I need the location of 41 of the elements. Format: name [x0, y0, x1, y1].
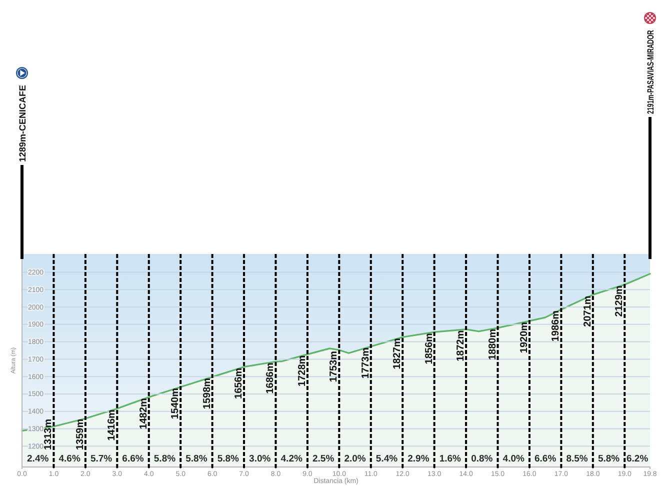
annotation: 5.8%	[598, 454, 620, 464]
ref-line-label: 2129m	[614, 285, 626, 317]
ref-line-label: 1289m-CENICAFE	[17, 84, 28, 162]
annotation: 6.6%	[122, 454, 144, 464]
annotation: 8.5%	[566, 454, 588, 464]
annotation: 5.4%	[376, 454, 398, 464]
ref-line-label: 1482m	[138, 398, 150, 430]
ref-line-label: 1416m	[106, 409, 118, 441]
annotation: 0.8%	[471, 454, 494, 464]
ref-line-label: 1986m	[550, 310, 562, 342]
annotation: 2.0%	[344, 454, 366, 464]
ref-line-label: 1920m	[518, 322, 530, 354]
ref-line-label: 1880m	[487, 328, 498, 360]
annotation: 5.7%	[90, 454, 113, 464]
annotation: 4.6%	[58, 454, 81, 464]
ref-line-label: 1656m	[234, 368, 245, 399]
ref-line-label: 2191m-PASAVIAS-MIRADOR	[645, 30, 656, 114]
ref-line-label: 1773m	[360, 347, 372, 379]
ref-line-label: 1686m	[265, 362, 276, 394]
annotation: 4.0%	[502, 454, 525, 464]
ref-line-label: 2071m	[582, 296, 594, 327]
annotation: 6.6%	[534, 454, 557, 464]
annotation: 4.2%	[280, 454, 303, 464]
ref-line-label: 1313m	[43, 418, 54, 450]
ref-line-label: 1540m	[170, 388, 182, 420]
annotation: 1.6%	[439, 454, 462, 464]
ref-line-label: 1753m	[328, 350, 340, 382]
ref-line-label: 1827m	[392, 338, 404, 370]
ref-line-label: 1598m	[202, 378, 213, 410]
annotation: 5.8%	[154, 454, 176, 464]
annotation: 2.4%	[27, 454, 50, 464]
annotation: 5.8%	[217, 454, 240, 464]
annotation: 6.2%	[626, 454, 649, 464]
ref-line-label: 1359m	[74, 418, 86, 450]
ref-line-label: 1728m	[296, 355, 308, 386]
annotation: 2.5%	[312, 454, 335, 464]
ref-line-label: 1856m	[424, 332, 435, 364]
annotation: 3.0%	[249, 454, 272, 464]
annotation: 5.8%	[186, 454, 208, 464]
annotation: 2.9%	[408, 454, 430, 464]
ref-line-label: 1872m	[456, 330, 467, 362]
